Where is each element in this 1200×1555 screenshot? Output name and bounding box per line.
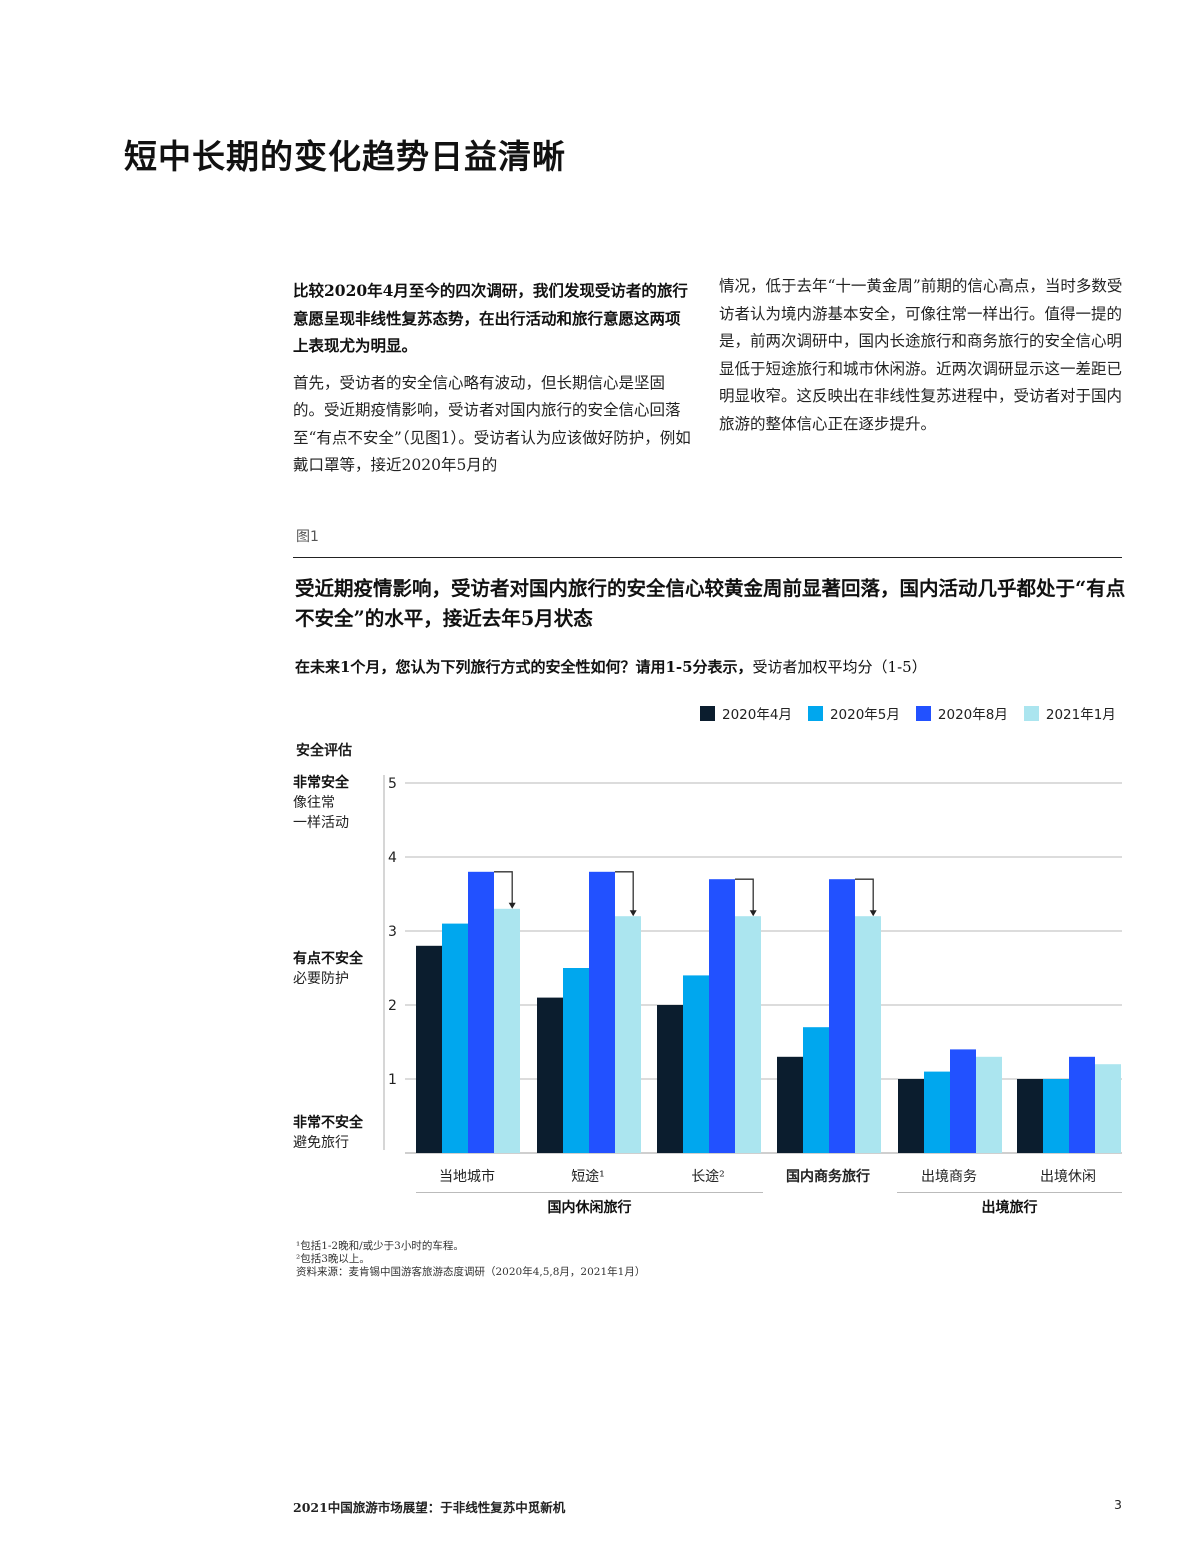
bar: [494, 908, 520, 1153]
bar: [1017, 1079, 1043, 1153]
legend-item: 2020年8月: [915, 703, 1008, 723]
figure-label: 图1: [296, 529, 319, 545]
arrow-head-icon: [508, 902, 516, 909]
change-arrow: [494, 871, 513, 904]
legend-item: 2021年1月: [1023, 703, 1116, 723]
category-label: 出境商务: [921, 1169, 977, 1185]
change-arrow: [735, 878, 754, 912]
bar: [898, 1079, 924, 1153]
y-annotation-very-unsafe: 非常不安全 避免旅行: [293, 1113, 363, 1153]
chart-title: 受近期疫情影响，受访者对国内旅行的安全信心较黄金周前显著回落，国内活动几乎都处于…: [295, 577, 1126, 630]
page-title: 短中长期的变化趋势日益清晰: [124, 137, 566, 176]
category-label: 短途¹: [571, 1169, 605, 1185]
legend-label: 2020年5月: [829, 707, 900, 723]
group-rule-outbound: [897, 1192, 1122, 1193]
bar: [1069, 1056, 1095, 1153]
bar: [777, 1056, 803, 1153]
chart-legend: 2020年4月 2020年5月 2020年8月 2021年1月: [700, 703, 1116, 723]
y-tick-label: 5: [388, 776, 397, 792]
figure-divider: [293, 557, 1122, 558]
bar: [683, 975, 709, 1153]
legend-item: 2020年4月: [700, 703, 792, 723]
y-annotation-bold: 非常安全: [293, 775, 349, 791]
y-annotation-bold: 有点不安全: [293, 951, 363, 967]
page-number: 3: [1114, 1497, 1122, 1512]
footnote: ¹包括1-2晚和/或少于3小时的车程。: [296, 1240, 464, 1252]
bar: [537, 997, 563, 1153]
bar: [416, 945, 442, 1153]
arrow-head-icon: [629, 910, 637, 917]
legend-item: 2020年5月: [807, 703, 900, 723]
category-label: 出境休闲: [1040, 1169, 1096, 1185]
bar: [976, 1056, 1002, 1153]
category-label: 国内商务旅行: [786, 1169, 870, 1185]
bar: [803, 1027, 829, 1153]
arrow-head-icon: [869, 910, 877, 917]
y-annotation-very-safe: 非常安全 像往常 一样活动: [293, 773, 349, 833]
lead-paragraph: 比较2020年4月至今的四次调研，我们发现受访者的旅行意愿呈现非线性复苏态势，在…: [293, 281, 688, 355]
bar: [950, 1049, 976, 1153]
y-axis-title: 安全评估: [296, 743, 352, 759]
chart-subtitle: 在未来1个月，您认为下列旅行方式的安全性如何？请用1-5分表示，受访者加权平均分…: [295, 656, 927, 677]
y-tick-label: 3: [388, 924, 397, 940]
source-note: 资料来源：麦肯锡中国游客旅游态度调研（2020年4,5,8月，2021年1月）: [296, 1266, 646, 1278]
bar: [924, 1071, 950, 1153]
y-tick-label: 2: [388, 998, 397, 1014]
y-annotation-line: 避免旅行: [293, 1135, 349, 1151]
legend-swatch: [1023, 705, 1039, 721]
change-arrow: [855, 878, 874, 912]
group-rule-domestic-leisure: [416, 1192, 763, 1193]
arrow-head-icon: [749, 910, 757, 917]
group-label: 出境旅行: [981, 1200, 1038, 1216]
y-tick-label: 4: [388, 850, 397, 866]
body-paragraph-1: 首先，受访者的安全信心略有波动，但长期信心是坚固的。受近期疫情影响，受访者对国内…: [293, 373, 691, 475]
bar: [615, 916, 641, 1153]
y-annotation-line: 必要防护: [293, 971, 349, 987]
legend-swatch: [807, 705, 823, 721]
category-label: 长途²: [691, 1169, 725, 1185]
body-paragraph-2: 情况，低于去年“十一黄金周”前期的信心高点，当时多数受访者认为境内游基本安全，可…: [719, 277, 1123, 433]
bar: [855, 916, 881, 1153]
bar: [589, 871, 615, 1153]
change-arrow: [615, 871, 634, 912]
legend-label: 2020年8月: [937, 707, 1008, 723]
footnotes: ¹包括1-2晚和/或少于3小时的车程。 ²包括3晚以上。 资料来源：麦肯锡中国游…: [296, 1240, 645, 1279]
bar: [563, 968, 589, 1153]
chart-subtitle-question: 在未来1个月，您认为下列旅行方式的安全性如何？请用1-5分表示，: [295, 658, 753, 676]
bar: [1095, 1064, 1121, 1153]
right-column: 情况，低于去年“十一黄金周”前期的信心高点，当时多数受访者认为境内游基本安全，可…: [719, 273, 1129, 438]
left-column: 比较2020年4月至今的四次调研，我们发现受访者的旅行意愿呈现非线性复苏态势，在…: [293, 277, 693, 480]
bar: [829, 879, 855, 1153]
footer-title: 2021中国旅游市场展望：于非线性复苏中觅新机: [293, 1500, 566, 1515]
group-label: 国内休闲旅行: [547, 1200, 632, 1216]
y-annotation-bold: 非常不安全: [293, 1115, 363, 1131]
bar: [657, 1005, 683, 1153]
legend-swatch: [915, 705, 931, 721]
footnote: ²包括3晚以上。: [296, 1253, 370, 1265]
legend-label: 2021年1月: [1045, 707, 1116, 723]
y-annotation-line: 一样活动: [293, 815, 349, 831]
y-annotation-line: 像往常: [293, 795, 335, 811]
chart-subtitle-unit: 受访者加权平均分（1-5）: [752, 658, 927, 676]
bar: [735, 916, 761, 1153]
y-tick-label: 1: [388, 1072, 397, 1088]
bar: [1043, 1079, 1069, 1153]
bar: [709, 879, 735, 1153]
category-label: 当地城市: [439, 1169, 495, 1185]
bar: [468, 871, 494, 1153]
y-annotation-somewhat-unsafe: 有点不安全 必要防护: [293, 949, 363, 989]
legend-swatch: [700, 705, 715, 721]
bar: [442, 923, 468, 1153]
legend-label: 2020年4月: [722, 707, 792, 723]
